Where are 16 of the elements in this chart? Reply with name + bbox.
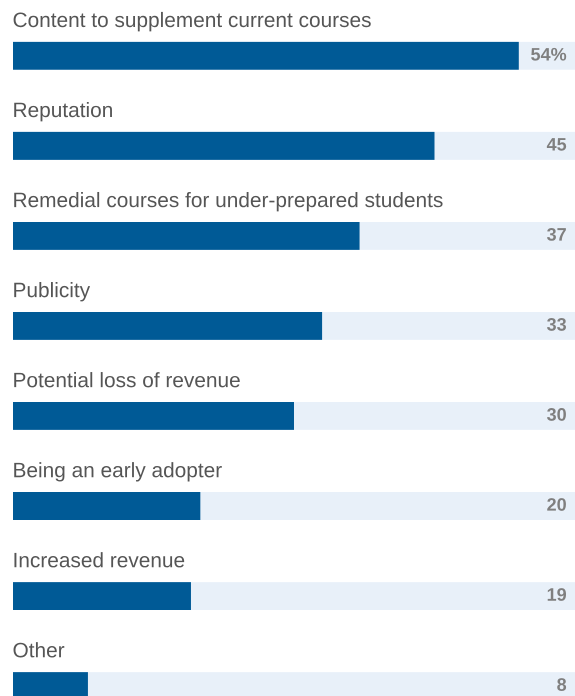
y-tick-label: Other [14, 642, 64, 658]
data-label: 19 [548, 588, 566, 601]
data-label: 45 [546, 138, 566, 151]
y-tick-label: Publicity [14, 282, 90, 302]
y-tick-label: Being an early adopter [14, 462, 222, 482]
y-tick-label: Potential loss of revenue [14, 372, 240, 388]
data-label: 30 [547, 408, 566, 421]
data-label: 54% [531, 48, 566, 61]
y-tick-label: Remedial courses for under-prepared students [14, 192, 443, 212]
data-label: 37 [547, 228, 566, 241]
data-label: 8 [557, 678, 566, 691]
y-tick-label: Increased revenue [14, 552, 184, 568]
data-label: 20 [547, 498, 566, 511]
y-tick-label: Content to supplement current courses [14, 12, 371, 32]
y-tick-label: Reputation [14, 102, 112, 122]
data-label: 33 [547, 318, 566, 331]
